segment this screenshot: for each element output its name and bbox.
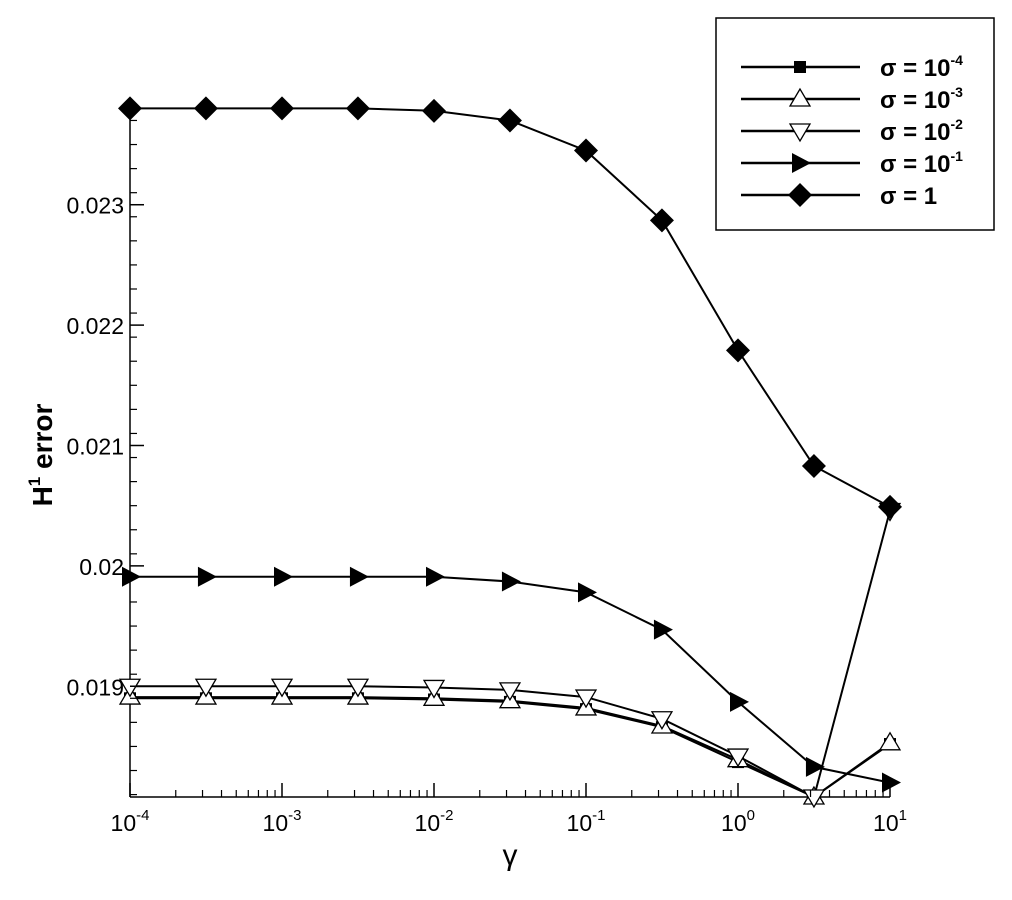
- data-point-triangle-right: [122, 566, 141, 587]
- data-point-triangle-right: [426, 566, 445, 587]
- data-point-diamond: [878, 494, 902, 519]
- data-point-diamond: [270, 96, 294, 121]
- series-triangle-down: [118, 502, 902, 809]
- legend-entry: σ = 10-3: [741, 84, 963, 114]
- data-point-triangle-right: [653, 619, 673, 640]
- legend-marker-triangle-right: [792, 153, 811, 173]
- series-square: [124, 692, 896, 803]
- data-point-diamond: [574, 138, 598, 163]
- x-tick-label: 10-2: [415, 807, 454, 836]
- x-tick-label: 101: [873, 807, 907, 836]
- legend-label: σ = 10-3: [880, 84, 963, 114]
- series-line: [130, 575, 891, 784]
- legend-entry: σ = 10-1: [741, 148, 963, 178]
- legend-entry: σ = 1: [741, 183, 937, 210]
- series-diamond: [118, 96, 902, 519]
- data-point-triangle-down: [498, 682, 522, 702]
- data-point-triangle-down: [422, 679, 446, 699]
- data-point-diamond: [193, 96, 218, 121]
- data-point-diamond: [726, 338, 750, 363]
- data-point-diamond: [649, 208, 674, 233]
- data-point-diamond: [118, 96, 142, 121]
- legend-marker-square: [794, 61, 806, 73]
- series-triangle-right: [122, 566, 901, 793]
- y-tick-label: 0.021: [66, 433, 124, 459]
- y-tick-label: 0.023: [66, 193, 124, 219]
- x-tick-label: 10-4: [111, 807, 150, 836]
- legend-label: σ = 10-1: [880, 148, 963, 178]
- y-tick-label: 0.02: [79, 554, 124, 580]
- legend-label: σ = 10-4: [880, 52, 963, 82]
- x-axis-title: γ: [503, 839, 518, 872]
- legend-label: σ = 1: [880, 183, 937, 210]
- svg-text:H1 error: H1 error: [25, 403, 58, 506]
- y-tick-label: 0.019: [66, 674, 124, 700]
- data-point-triangle-down: [802, 789, 826, 809]
- data-point-triangle-down: [650, 711, 674, 731]
- data-point-diamond: [497, 108, 522, 133]
- data-point-triangle-right: [349, 566, 369, 587]
- legend-marker-triangle-up: [788, 87, 812, 107]
- legend-label: σ = 10-2: [880, 116, 963, 146]
- data-point-triangle-right: [882, 772, 901, 793]
- legend: σ = 10-4σ = 10-3σ = 10-2σ = 10-1 σ = 1: [715, 17, 995, 231]
- data-point-triangle-right: [274, 566, 293, 587]
- series-line: [130, 697, 891, 799]
- data-point-diamond: [345, 96, 370, 121]
- data-point-triangle-down: [726, 748, 750, 768]
- ticks-layer: 10-4 10-3 10-2 10-1 100 101 0.019 0.02 0.021 0.02…: [66, 119, 907, 836]
- x-tick-label: 10-3: [263, 807, 302, 836]
- data-point-triangle-down: [270, 678, 294, 698]
- x-tick-label: 10-1: [567, 807, 606, 836]
- series-line: [130, 510, 891, 799]
- y-axis-title-superscript: 1: [25, 477, 44, 486]
- data-point-triangle-down: [194, 678, 218, 698]
- data-point-triangle-down: [574, 689, 598, 709]
- legend-marker-diamond: [788, 183, 812, 207]
- series-line: [130, 696, 891, 799]
- data-point-triangle-down: [118, 678, 142, 698]
- data-point-diamond: [801, 453, 826, 478]
- data-point-triangle-right: [197, 566, 217, 587]
- data-point-triangle-right: [501, 571, 521, 592]
- y-axis-title-main: H: [27, 486, 58, 506]
- data-point-diamond: [422, 98, 446, 123]
- data-point-triangle-right: [805, 756, 825, 777]
- legend-entry: σ = 10-4: [741, 52, 963, 82]
- data-point-triangle-right: [730, 691, 749, 712]
- legend-entry: σ = 10-2: [741, 116, 963, 146]
- y-axis-title-rest: error: [27, 403, 58, 476]
- data-point-triangle-down: [346, 678, 370, 698]
- y-tick-label: 0.022: [66, 313, 124, 339]
- series-layer: [118, 96, 902, 809]
- legend-marker-triangle-down: [788, 123, 812, 143]
- data-point-triangle-up: [878, 731, 902, 751]
- x-tick-label: 100: [721, 807, 755, 836]
- y-axis-title: H1 error: [25, 403, 58, 506]
- data-point-triangle-right: [578, 582, 597, 603]
- series-triangle-up: [118, 685, 902, 805]
